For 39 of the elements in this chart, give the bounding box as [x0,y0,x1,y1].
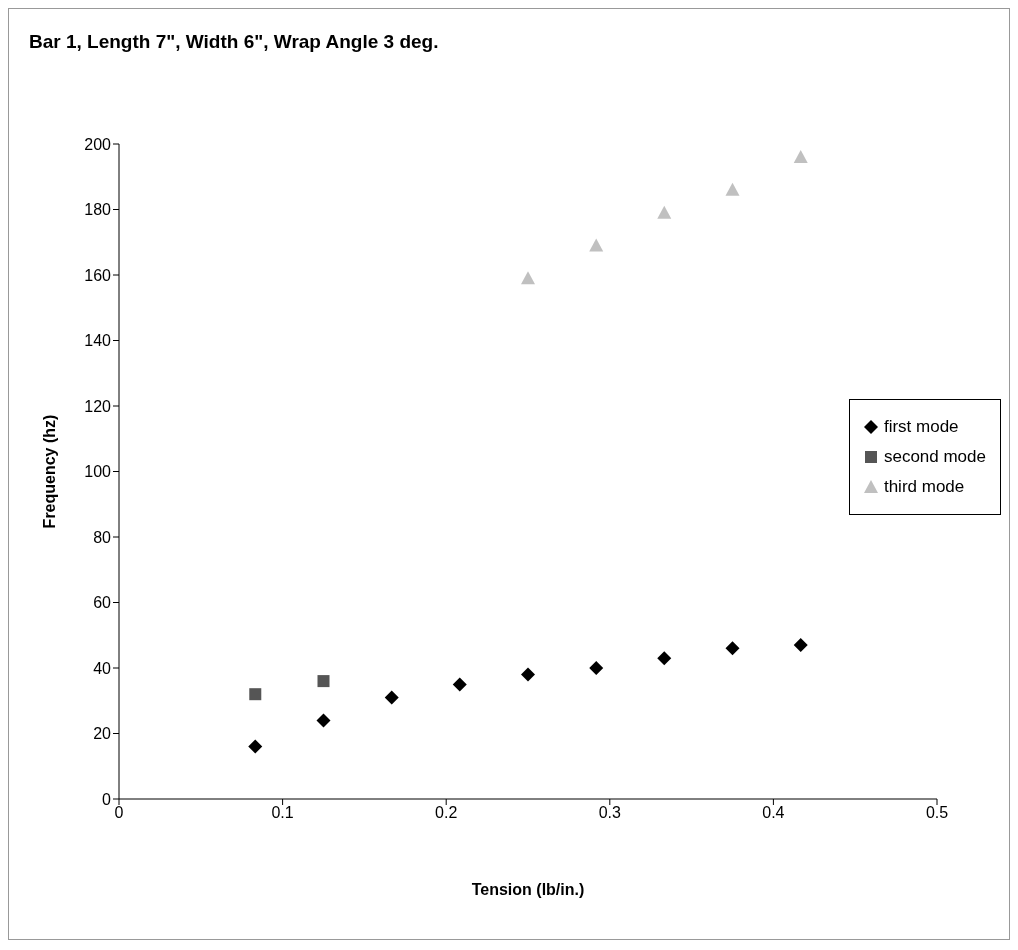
point [316,713,331,728]
x-axis-title: Tension (lb/in.) [471,881,585,899]
point [657,205,672,219]
y-tick-label: 200 [84,135,112,153]
point [589,661,604,675]
point [793,150,808,164]
x-tick-label: 0.1 [271,804,294,822]
x-tick-label: 0.2 [435,804,458,822]
point [793,638,808,653]
y-tick-label: 40 [93,659,112,677]
y-tick-label: 60 [93,594,112,612]
y-tick-label: 20 [93,725,112,743]
point [657,651,672,666]
x-tick-label: 0 [114,804,124,822]
point [317,675,330,688]
point [521,271,535,285]
y-tick-label: 100 [84,463,112,481]
point [725,641,740,656]
y-tick-label: 160 [84,266,112,284]
legend-label: third mode [883,476,965,498]
point [248,739,263,754]
x-tick-label: 0.4 [762,804,785,822]
legend-label: second mode [883,446,986,468]
y-axis-title: Frequency (hz) [40,414,58,529]
point [725,182,740,196]
y-tick-label: 0 [102,790,112,808]
y-tick-label: 140 [84,332,112,350]
point [249,688,262,701]
chart-title: Bar 1, Length 7", Width 6", Wrap Angle 3 deg. [29,31,439,53]
point [384,690,399,705]
y-tick-label: 120 [84,397,112,415]
point [589,238,604,252]
y-tick-label: 80 [93,528,112,546]
point [452,677,467,692]
point [521,667,535,682]
legend-label: first mode [883,416,959,438]
x-tick-label: 0.5 [925,804,949,822]
y-tick-label: 180 [84,201,112,219]
x-tick-label: 0.3 [598,804,622,822]
